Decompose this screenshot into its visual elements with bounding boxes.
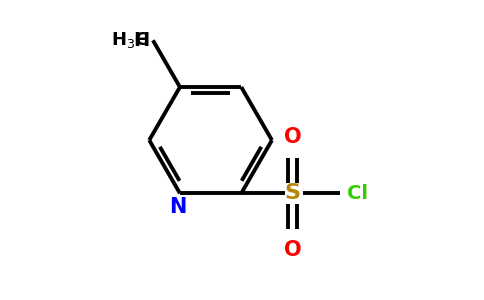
Text: O: O — [284, 240, 302, 260]
Text: Cl: Cl — [347, 184, 368, 203]
Text: S: S — [285, 183, 301, 203]
Text: N: N — [169, 197, 186, 217]
Text: H$_3$C: H$_3$C — [111, 30, 149, 50]
Text: O: O — [284, 127, 302, 147]
Text: H: H — [133, 31, 149, 50]
